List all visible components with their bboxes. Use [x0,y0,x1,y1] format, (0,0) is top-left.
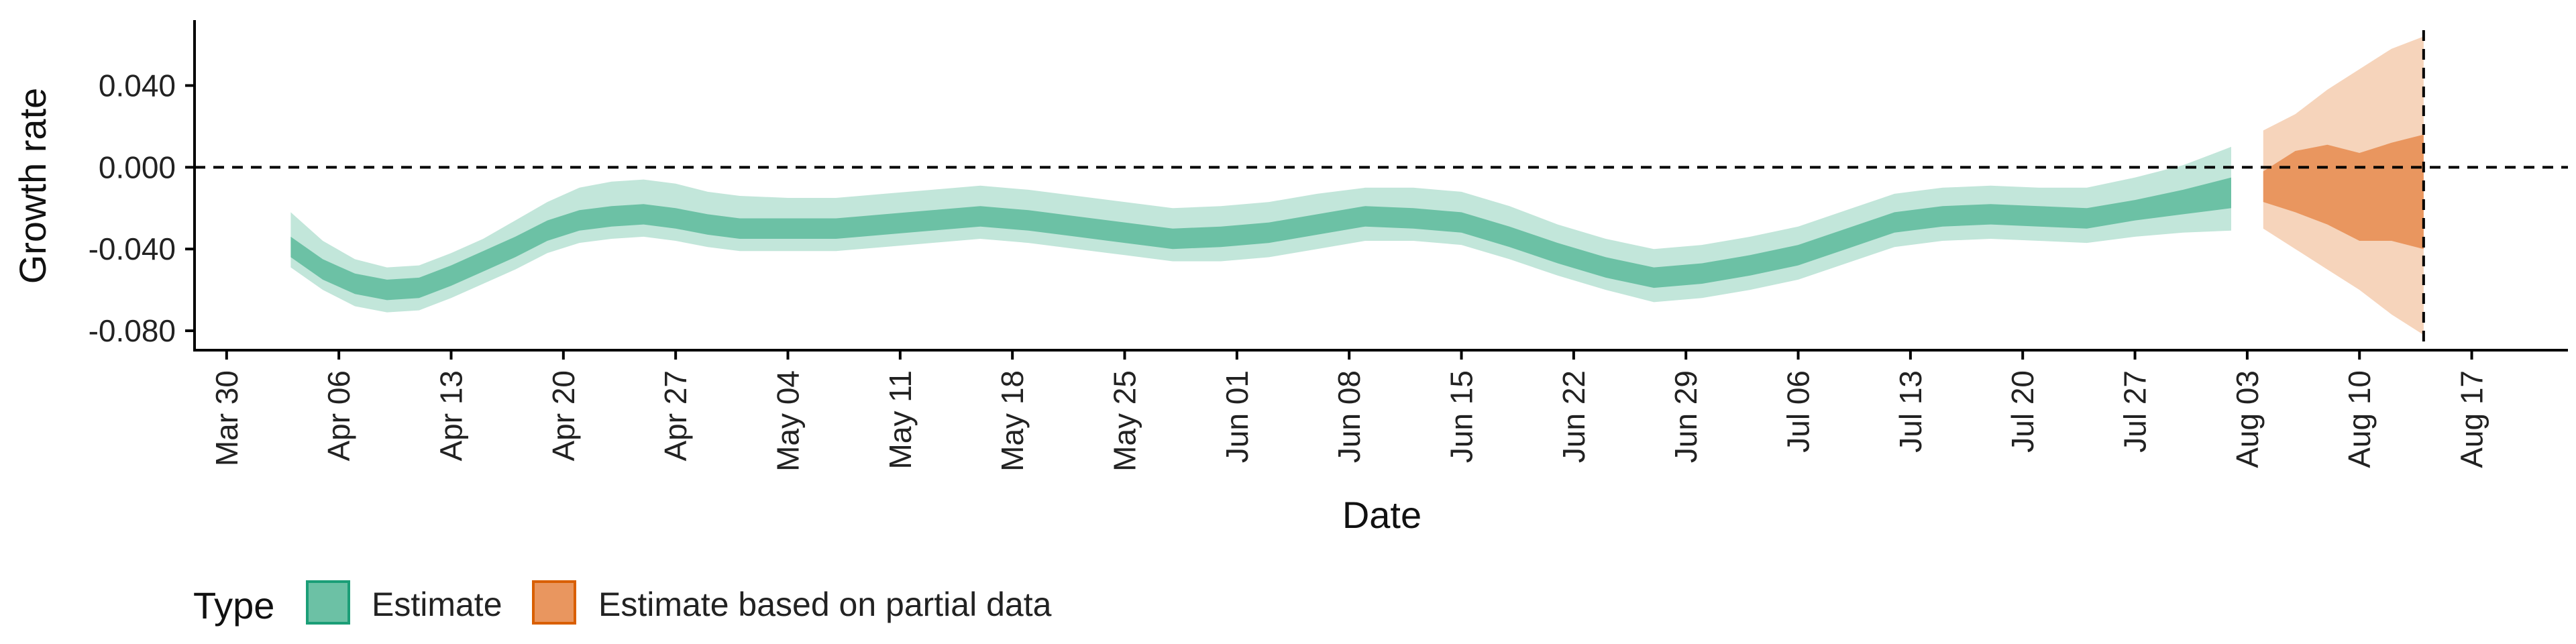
x-tick-label: Jun 15 [1444,370,1479,463]
x-axis-title: Date [1342,494,1421,536]
y-tick-label: -0.080 [89,313,176,348]
legend-label-estimate: Estimate [372,586,502,623]
ribbon-bands [290,36,2424,335]
x-tick-label: Apr 20 [546,370,581,462]
legend-label-partial: Estimate based on partial data [598,586,1052,623]
x-tick-label: Aug 10 [2342,370,2377,468]
x-tick-label: Aug 17 [2455,370,2489,468]
band-inner-estimate [290,177,2232,301]
legend-swatch-partial [532,580,576,625]
y-tick-label: 0.000 [99,150,176,184]
reference-lines [195,30,2568,350]
axes [193,20,2568,352]
x-tick-label: Jul 06 [1781,370,1816,453]
legend: Type Estimate Estimate based on partial … [193,580,1052,627]
band-inner-partial [2263,134,2424,250]
x-tick-label: Apr 13 [433,370,468,462]
x-tick-label: May 04 [771,370,806,472]
x-tick-label: Jul 27 [2118,370,2153,453]
x-axis-ticks: Mar 30 Apr 06 Apr 13 Apr 20 Apr 27 May 04 May … [209,350,2489,472]
x-tick-label: Jun 22 [1556,370,1591,463]
x-tick-label: Jul 13 [1893,370,1928,453]
x-tick-label: Apr 06 [321,370,356,462]
y-axis-ticks: 0.040 0.000 -0.040 -0.080 [89,68,195,348]
y-tick-label: -0.040 [89,231,176,266]
x-tick-label: Jun 08 [1332,370,1366,463]
x-tick-label: May 25 [1108,370,1142,472]
x-tick-label: Mar 30 [209,370,244,466]
x-tick-label: Jun 29 [1668,370,1703,463]
x-tick-label: Apr 27 [658,370,693,462]
y-tick-label: 0.040 [99,68,176,103]
legend-swatch-estimate [306,580,350,625]
x-tick-label: May 18 [995,370,1030,472]
x-tick-label: Jun 01 [1220,370,1254,463]
x-tick-label: Aug 03 [2230,370,2265,468]
x-tick-label: Jul 20 [2005,370,2040,453]
legend-title: Type [193,584,274,627]
y-axis-title: Growth rate [11,88,54,284]
x-tick-label: May 11 [883,370,918,469]
